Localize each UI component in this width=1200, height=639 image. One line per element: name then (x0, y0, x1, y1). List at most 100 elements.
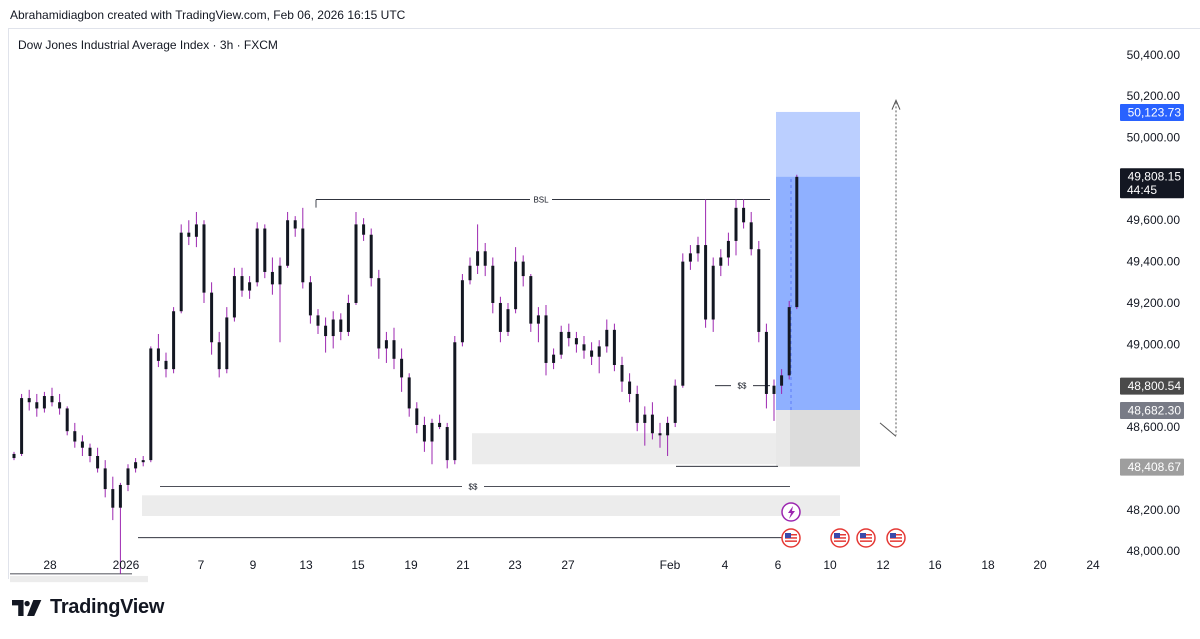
flag-stripe (785, 540, 797, 542)
candle-body (400, 358, 404, 378)
candle-body (666, 422, 670, 436)
flag-stripe (860, 540, 872, 542)
candle-body (240, 276, 244, 291)
annotations: BSL $$ $$ (462, 193, 753, 493)
price-badge (1120, 103, 1184, 121)
bsl-label-bg (530, 193, 552, 206)
event-us-6 (781, 528, 801, 548)
chart-credit: Abrahamidiagbon created with TradingView… (10, 8, 406, 22)
event-us-10b (856, 528, 876, 548)
candle-body (552, 354, 556, 363)
candle-body (149, 348, 153, 461)
price-axis: 50,400.0050,200.0050,000.0049,800.0049,6… (1127, 48, 1181, 558)
symbol-title: Dow Jones Industrial Average Index · 3h … (18, 38, 278, 52)
candle-body (263, 228, 267, 272)
candle-body (673, 385, 677, 423)
candle-body (58, 402, 62, 409)
candle-body (612, 329, 616, 366)
candle-body (628, 381, 632, 394)
candle-body (726, 240, 730, 258)
candle-body (430, 422, 434, 442)
long-position-tool (776, 99, 901, 467)
candle-body (681, 261, 685, 386)
time-tick-label: 21 (456, 558, 470, 572)
chart-frame (8, 28, 1200, 579)
candle-body (141, 460, 145, 463)
ss-label-jan: $$ (469, 483, 478, 492)
candle-body (172, 311, 176, 370)
candle-body (688, 253, 692, 262)
price-tick-label: 48,600.00 (1127, 420, 1181, 434)
lightning-bolt (788, 506, 795, 519)
event-us-12 (886, 528, 906, 548)
candle-body (635, 393, 639, 423)
candle-body (339, 319, 343, 332)
candle-body (650, 414, 654, 434)
candle-body (559, 331, 563, 355)
time-tick-label: 12 (876, 558, 890, 572)
candle-body (156, 348, 160, 361)
zone-box (10, 575, 148, 583)
candle-body (605, 329, 609, 347)
candle-body (255, 228, 259, 283)
candle-body (324, 325, 328, 337)
candle-body (734, 207, 738, 241)
price-tick-label: 49,600.00 (1127, 213, 1181, 227)
candle-body (316, 315, 320, 326)
candle-body (742, 207, 746, 223)
candle-body (35, 402, 39, 409)
candles (12, 174, 799, 574)
candle-body (286, 220, 290, 266)
candle-body (50, 396, 54, 403)
time-tick-label: 19 (404, 558, 418, 572)
bsl-label: BSL (533, 196, 549, 205)
candle-body (20, 398, 24, 454)
candle-body (73, 431, 77, 442)
candle-body (749, 222, 753, 250)
candle-body (126, 468, 130, 485)
price-tick-label: 50,200.00 (1127, 89, 1181, 103)
candle-body (719, 257, 723, 266)
candle-body (392, 340, 396, 359)
time-tick-label: 9 (250, 558, 257, 572)
candle-body (498, 302, 502, 332)
candle-body (118, 484, 122, 508)
candle-body (187, 232, 191, 237)
candle-body (225, 317, 229, 370)
zone-box (142, 495, 840, 516)
candle-body (506, 309, 510, 332)
candle-body (438, 422, 442, 428)
time-tick-label: 10 (823, 558, 837, 572)
candle-body (301, 228, 305, 283)
candle-body (369, 234, 373, 279)
price-tick-label: 50,400.00 (1127, 48, 1181, 62)
candle-body (362, 224, 366, 235)
candle-body (134, 462, 138, 469)
candle-body (704, 245, 708, 320)
brand-name: TradingView (50, 596, 165, 618)
time-tick-label: 6 (775, 558, 782, 572)
candle-body (354, 224, 358, 303)
candle-body (27, 398, 31, 403)
candle-body (80, 441, 84, 448)
candle-body (308, 282, 312, 316)
candle-body (567, 331, 571, 339)
event-markers (781, 502, 906, 548)
time-tick-label: 24 (1086, 558, 1100, 572)
candle-body (476, 251, 480, 266)
tradingview-logo[interactable]: TradingView (12, 596, 164, 619)
candle-body (202, 224, 206, 293)
time-tick-label: 7 (198, 558, 205, 572)
bar-countdown: 44:45 (1127, 183, 1157, 197)
candle-body (514, 261, 518, 310)
flag-stripe (890, 540, 902, 542)
time-axis: 28 2026 7 9 13 15 19 21 23 27 Feb 4 6 10 12 16 18 20 24 (43, 558, 1100, 572)
price-tick-label: 49,000.00 (1127, 337, 1181, 351)
candle-body (445, 427, 449, 461)
price-badge-value: 48,800.54 (1128, 379, 1182, 393)
candle-body (210, 292, 214, 343)
candle-body (407, 377, 411, 409)
price-tick-label: 50,000.00 (1127, 131, 1181, 145)
